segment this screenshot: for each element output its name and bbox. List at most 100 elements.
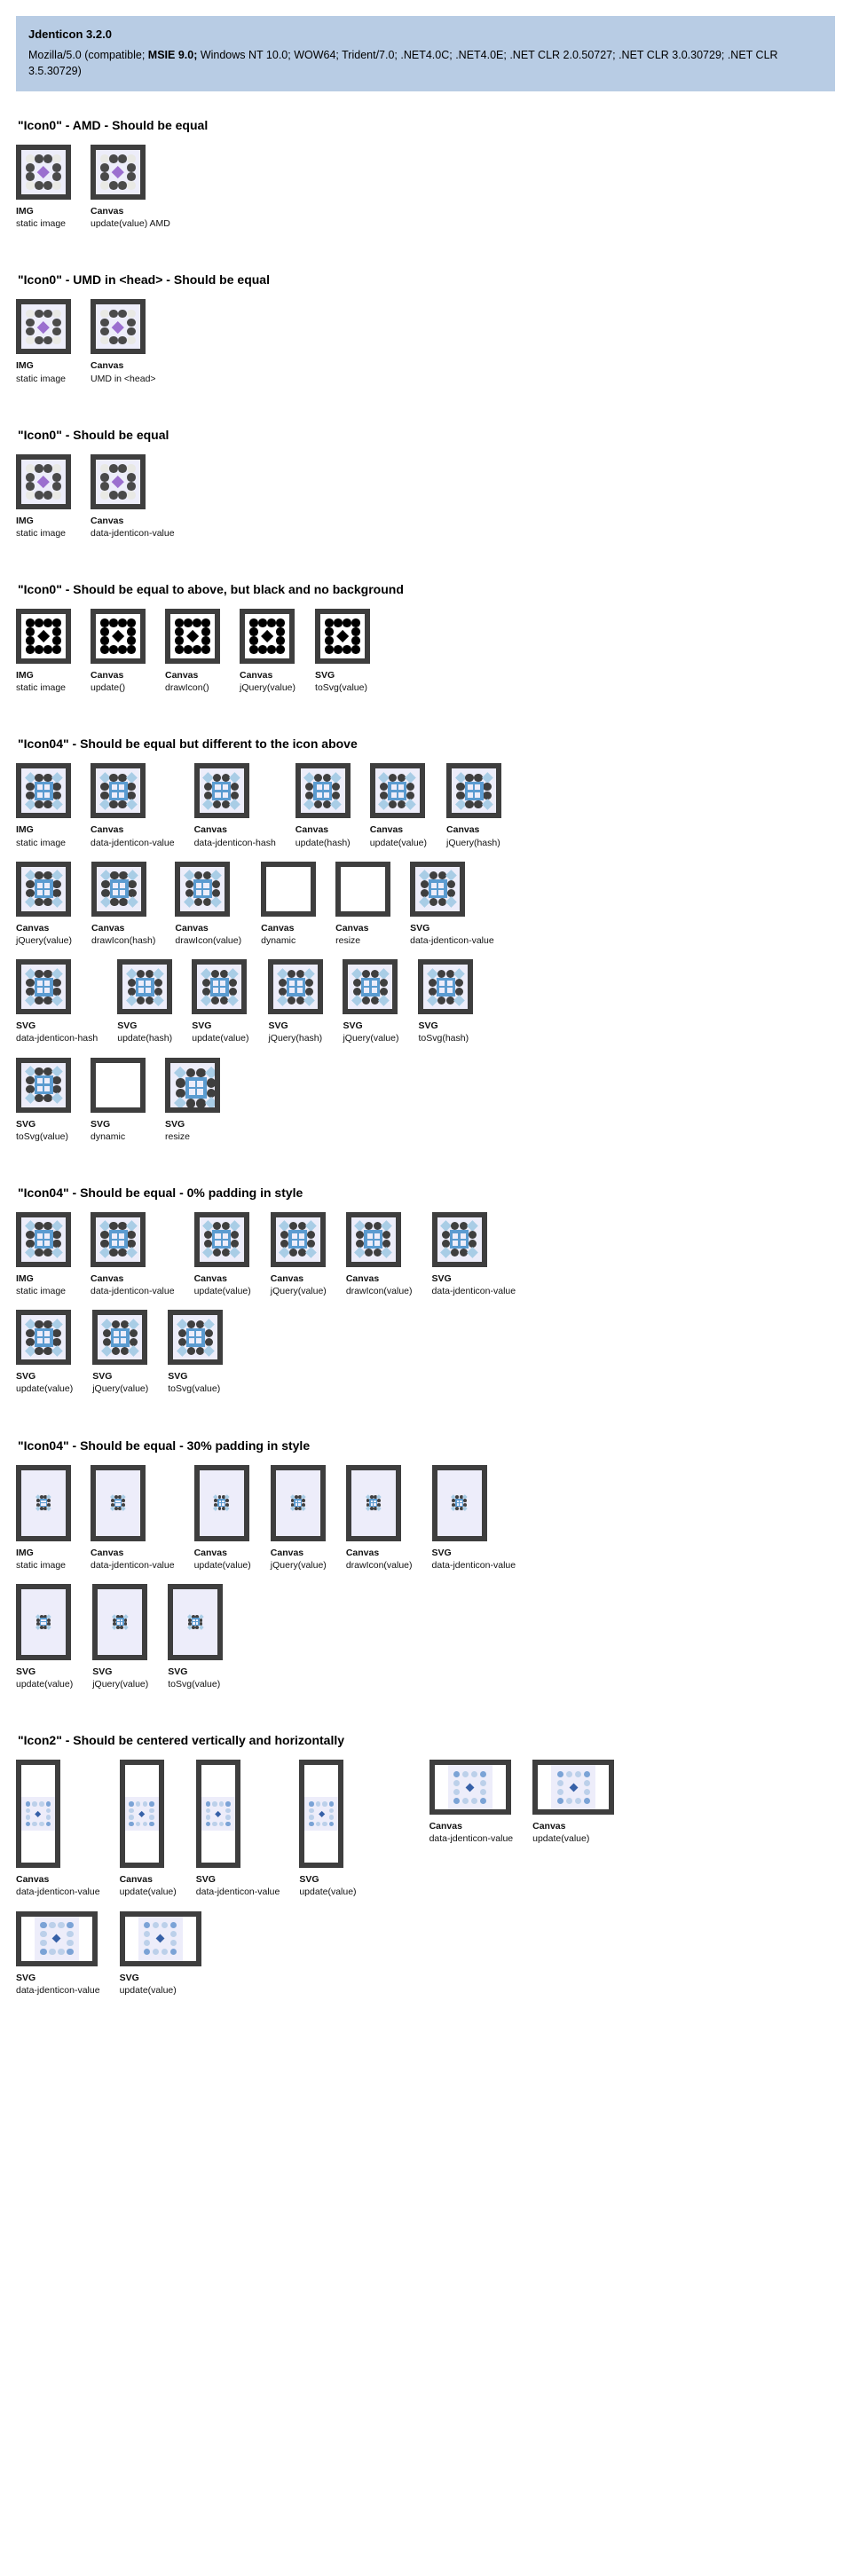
icon-sample-kind: Canvas bbox=[270, 1272, 304, 1284]
icon-surface bbox=[437, 1469, 482, 1536]
icon-sample: Canvas data-jdenticon-value bbox=[16, 1760, 100, 1898]
icon-sample-kind: Canvas bbox=[240, 670, 273, 681]
icon-sample-kind: Canvas bbox=[193, 1272, 227, 1284]
icon-dot-shape bbox=[118, 1495, 122, 1500]
icon-dot-shape bbox=[278, 978, 288, 987]
icon-dot-shape bbox=[193, 618, 201, 627]
icon-rect-shape bbox=[112, 882, 118, 888]
icon-frame bbox=[343, 959, 398, 1015]
icon-surface bbox=[170, 614, 215, 659]
icon-sample-kind: Canvas bbox=[165, 670, 199, 681]
icon-frame bbox=[91, 145, 146, 201]
icon-dot-shape bbox=[258, 645, 267, 654]
icon-dot-shape bbox=[109, 491, 118, 500]
icon-surface bbox=[197, 965, 242, 1010]
icon-surface bbox=[98, 1588, 143, 1655]
icon-dot-shape bbox=[100, 154, 109, 163]
icon-dot-shape bbox=[212, 1222, 222, 1231]
icon-dot-shape bbox=[149, 1801, 154, 1807]
icon-surface bbox=[275, 1469, 320, 1536]
icon-diamond-shape bbox=[112, 166, 124, 178]
icon-frame bbox=[175, 861, 231, 917]
icon-dot-shape bbox=[380, 791, 389, 800]
icon-rect-shape bbox=[44, 1240, 51, 1246]
icon-sample-label: SVG resize bbox=[165, 1118, 220, 1143]
icon-dot-shape bbox=[26, 163, 35, 172]
icon-sample-kind: SVG bbox=[299, 1874, 319, 1886]
icon-sample-method: jQuery(value) bbox=[92, 1383, 149, 1395]
icon-sample-method: toSvg(hash) bbox=[418, 1033, 469, 1044]
icon-dot-shape bbox=[127, 163, 136, 172]
icon-sample-method: update(value) AMD bbox=[91, 218, 170, 230]
icon-dot-shape bbox=[249, 627, 258, 636]
icon-sample-kind: SVG bbox=[16, 1666, 36, 1677]
icon-dot-shape bbox=[26, 1240, 35, 1249]
icon-diamond-shape bbox=[453, 967, 465, 980]
icon-sample-label: Canvas drawIcon(value) bbox=[346, 1547, 413, 1572]
icon-dot-shape bbox=[474, 800, 483, 809]
icon-dot-shape bbox=[100, 1240, 109, 1249]
icon-dot-shape bbox=[445, 996, 455, 1004]
icon-sample: SVG jQuery(hash) bbox=[268, 959, 324, 1044]
icon-inner-surface bbox=[212, 1493, 231, 1512]
icon-sample-label: Canvas drawIcon() bbox=[165, 669, 220, 694]
icon-sample-label: SVG toSvg(value) bbox=[168, 1666, 223, 1690]
icon-diamond-shape bbox=[260, 629, 274, 643]
icon-surface bbox=[452, 768, 497, 814]
icon-dot-shape bbox=[228, 987, 237, 996]
icon-diamond-shape bbox=[100, 1344, 113, 1357]
icon-rect-shape bbox=[370, 1502, 374, 1506]
icon-surface bbox=[21, 1765, 55, 1863]
icon-diamond-shape bbox=[36, 629, 51, 643]
icon-sample-method: data-jdenticon-value bbox=[195, 1887, 280, 1898]
icon-dot-shape bbox=[35, 618, 43, 627]
icon-dot-shape bbox=[47, 1618, 51, 1622]
icon-dot-shape bbox=[305, 782, 314, 792]
icon-dot-shape bbox=[35, 1499, 40, 1503]
icon-dot-shape bbox=[267, 618, 276, 627]
icon-rect-shape bbox=[298, 1233, 304, 1239]
icon-sample-method: jQuery(value) bbox=[270, 1286, 327, 1297]
icon-diamond-shape bbox=[440, 1247, 452, 1259]
icon-dot-shape bbox=[43, 1626, 48, 1630]
icon-dot-shape bbox=[192, 1626, 196, 1630]
icon-dot-shape bbox=[351, 627, 360, 636]
icon-dot-shape bbox=[52, 889, 61, 898]
icon-dot-shape bbox=[100, 791, 109, 800]
icon-frame bbox=[16, 1760, 60, 1869]
icon-diamond-shape bbox=[24, 1344, 36, 1357]
icon-dot-shape bbox=[217, 1495, 222, 1500]
icon-frame bbox=[91, 763, 146, 819]
icon-dot-shape bbox=[52, 1240, 61, 1249]
icon-dot-shape bbox=[199, 1618, 203, 1622]
icon-surface bbox=[122, 965, 168, 1010]
icon-dot-shape bbox=[120, 1346, 129, 1355]
icon-dot-shape bbox=[129, 1337, 138, 1346]
icon-dot-shape bbox=[351, 618, 360, 627]
icon-dot-shape bbox=[127, 636, 136, 645]
icon-dot-shape bbox=[112, 1622, 116, 1626]
icon-dot-shape bbox=[201, 618, 210, 627]
icon-diamond-shape bbox=[229, 1247, 240, 1259]
icon-dot-shape bbox=[429, 871, 437, 880]
icon-dot-shape bbox=[221, 1222, 231, 1231]
icon-dot-shape bbox=[192, 1614, 196, 1619]
icon-rect-shape bbox=[193, 1622, 195, 1625]
icon-row: IMG static image Canvas UMD in <head> bbox=[16, 299, 835, 397]
icon-dot-shape bbox=[382, 1240, 391, 1249]
icon-dot-shape bbox=[43, 1614, 48, 1619]
icon-dot-shape bbox=[325, 618, 334, 627]
icon-surface bbox=[245, 614, 289, 659]
icon-rect-shape bbox=[115, 1500, 118, 1503]
icon-sample-kind: SVG bbox=[91, 1118, 111, 1130]
icon-dot-shape bbox=[122, 1499, 126, 1503]
icon-sample: Canvas dynamic bbox=[261, 861, 317, 947]
icon-rect-shape bbox=[44, 1331, 51, 1337]
icon-sample-method: data-jdenticon-value bbox=[91, 837, 175, 848]
icon-frame bbox=[16, 763, 71, 819]
icon-diamond-shape bbox=[51, 870, 63, 882]
icon-diamond-shape bbox=[378, 799, 390, 810]
icon-row: IMG static image Canvas update() Canvas drawI… bbox=[16, 609, 835, 706]
icon-frame bbox=[429, 1760, 511, 1816]
icon-diamond-shape bbox=[229, 1220, 240, 1233]
